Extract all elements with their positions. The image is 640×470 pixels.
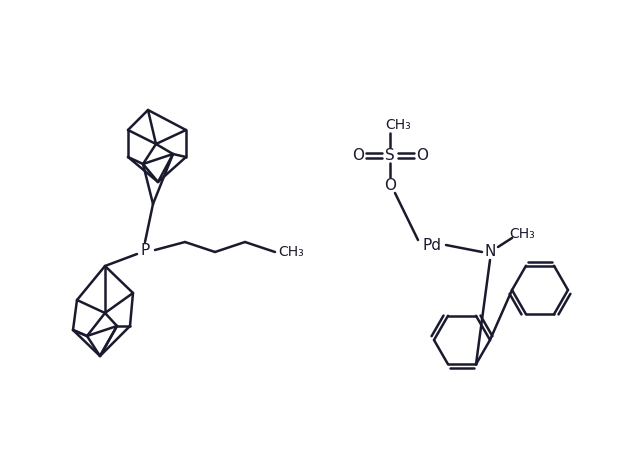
Text: O: O [416, 148, 428, 163]
Text: CH₃: CH₃ [385, 118, 411, 132]
Text: CH₃: CH₃ [278, 245, 304, 259]
Text: N: N [484, 244, 496, 259]
Text: S: S [385, 148, 395, 163]
Text: P: P [140, 243, 150, 258]
Text: Pd: Pd [422, 237, 442, 252]
Text: O: O [384, 178, 396, 193]
Text: O: O [352, 148, 364, 163]
Text: CH₃: CH₃ [509, 227, 535, 241]
